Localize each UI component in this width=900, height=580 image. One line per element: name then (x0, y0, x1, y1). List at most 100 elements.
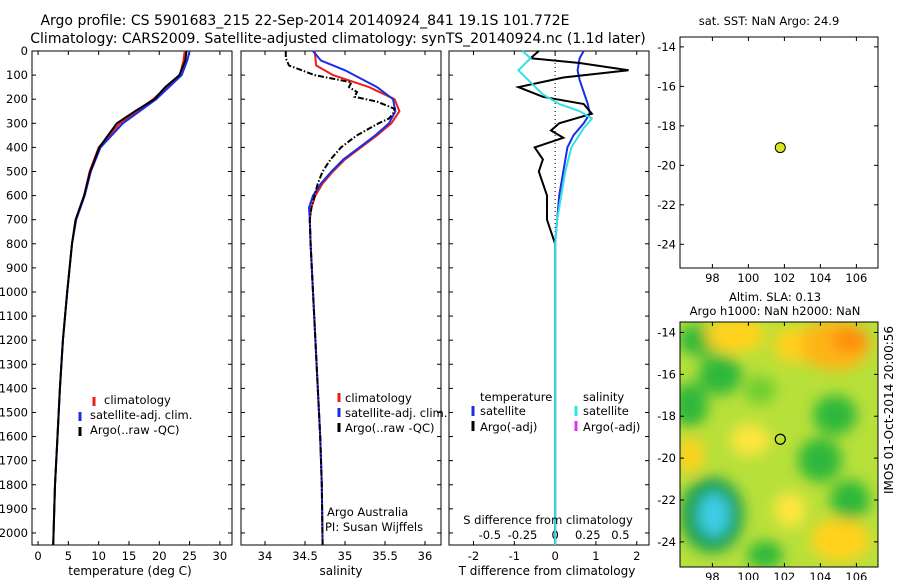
sla-heatmap (680, 322, 878, 567)
map-x-tick-label: 98 (705, 570, 720, 580)
x-tick-label: 2 (633, 549, 640, 563)
map-y-tick-label: -18 (657, 119, 676, 133)
map-x-tick-label: 104 (809, 570, 831, 580)
map-y-tick-label: -24 (657, 237, 676, 251)
sst-map-title: sat. SST: NaN Argo: 24.9 (699, 14, 840, 28)
x-tick-label: -2 (468, 549, 479, 563)
depth-tick-label: 1200 (0, 333, 28, 347)
depth-tick-label: 2000 (0, 526, 28, 540)
map-y-tick-label: -18 (657, 409, 676, 423)
map-y-tick-label: -20 (657, 158, 676, 172)
altimetry-map-frame (679, 321, 879, 568)
depth-tick-label: 0 (21, 44, 28, 58)
x-tick-label: 25 (182, 549, 197, 563)
altimetry-title-line2: Argo h1000: NaN h2000: NaN (690, 304, 861, 318)
map-y-tick-label: -14 (657, 40, 676, 54)
series-line-s-satellite (516, 50, 594, 545)
figure-title-line1: Argo profile: CS 5901683_215 22-Sep-2014… (40, 13, 569, 29)
map-y-tick-label: -20 (657, 451, 676, 465)
x-tick-label: -1 (509, 549, 520, 563)
x-tick-label: 15 (122, 549, 137, 563)
series-line-t-argo-adj- (514, 50, 629, 545)
s-diff-tick-label: -0.5 (479, 528, 501, 542)
map-x-tick-label: 100 (737, 570, 759, 580)
depth-tick-label: 800 (6, 237, 28, 251)
t-difference-x-axis: -2 -1 0 1 2 (468, 51, 640, 563)
x-tick-label: 20 (152, 549, 167, 563)
temperature-panel: 0100200300400500600700800900100011001200… (0, 44, 233, 578)
sst-map-panel: sat. SST: NaN Argo: 24.9 -14 -16 -18 -20 -22… (657, 14, 879, 285)
annotation-argo-australia: Argo Australia (327, 505, 408, 519)
map-x-tick-label: 100 (737, 271, 759, 285)
s-diff-tick-label: 0.5 (611, 528, 629, 542)
map-y-tick-label: -16 (657, 367, 676, 381)
map-y-tick-label: -24 (657, 535, 676, 549)
legend-label-argo: Argo(..raw -QC) (90, 423, 180, 437)
legend-label-s-satellite: satellite (583, 404, 629, 418)
depth-tick-label: 700 (6, 213, 28, 227)
depth-tick-label: 1500 (0, 405, 28, 419)
map-x-tick-label: 102 (773, 271, 795, 285)
altimetry-map-panel: Altim. SLA: 0.13 Argo h1000: NaN h2000: … (657, 290, 879, 580)
depth-tick-label: 900 (6, 261, 28, 275)
figure-title-line2: Climatology: CARS2009. Satellite-adjuste… (30, 31, 645, 47)
temperature-x-axis: 0 5 10 15 20 25 30 (34, 51, 227, 563)
legend-label-climatology: climatology (345, 391, 412, 405)
side-timestamp-label: IMOS 01-Oct-2014 20:00:56 (882, 326, 896, 494)
depth-tick-label: 600 (6, 189, 28, 203)
sla-heatmap-blobs (680, 322, 870, 567)
legend-title-salinity: salinity (583, 390, 624, 404)
depth-tick-label: 400 (6, 140, 28, 154)
x-tick-label: 0 (551, 549, 558, 563)
legend-label-climatology: climatology (104, 393, 171, 407)
salinity-axes-frame (240, 50, 442, 546)
x-tick-label: 1 (592, 549, 599, 563)
map-y-tick-label: -14 (657, 325, 676, 339)
depth-axis: 0 100 200 300 400 500 600 700 800 900 1000 1100 1200… (0, 44, 232, 540)
s-diff-tick-label: -0.25 (508, 528, 538, 542)
map-y-tick-label: -22 (657, 198, 676, 212)
salinity-x-label: salinity (319, 564, 362, 578)
depth-tick-label: 200 (6, 92, 28, 106)
temperature-lines (52, 50, 191, 546)
x-tick-label: 35 (338, 549, 353, 563)
annotation-pi-name: PI: Susan Wijffels (325, 520, 423, 534)
difference-lines (514, 50, 629, 545)
difference-legend: temperature satellite Argo(-adj) salinit… (471, 390, 640, 434)
map-x-tick-label: 98 (705, 271, 720, 285)
depth-tick-label: 1800 (0, 478, 28, 492)
s-difference-label: S difference from climatology (463, 513, 633, 527)
salinity-lines (284, 50, 401, 546)
depth-tick-label: 300 (6, 116, 28, 130)
salinity-x-axis: 34 34.5 35 35.5 36 (258, 51, 432, 563)
x-tick-label: 0 (34, 549, 41, 563)
map-x-tick-label: 102 (773, 570, 795, 580)
map-x-tick-label: 104 (809, 271, 831, 285)
legend-label-satellite: satellite-adj. clim. (90, 408, 192, 422)
x-tick-label: 10 (91, 549, 106, 563)
map-y-tick-label: -16 (657, 79, 676, 93)
depth-tick-label: 1900 (0, 502, 28, 516)
legend-label-s-argo: Argo(-adj) (583, 420, 640, 434)
depth-tick-label: 100 (6, 68, 28, 82)
t-difference-x-label: T difference from climatology (458, 564, 636, 578)
depth-tick-label: 1300 (0, 357, 28, 371)
x-tick-label: 35.5 (372, 549, 398, 563)
series-line-argo-raw-qc- (52, 50, 188, 546)
difference-axes-frame (448, 50, 650, 546)
salinity-legend: climatology satellite-adj. clim. Argo(..… (337, 391, 447, 435)
temperature-axes-frame (31, 50, 233, 546)
depth-tick-label: 1600 (0, 430, 28, 444)
x-tick-label: 30 (213, 549, 228, 563)
legend-title-temperature: temperature (480, 390, 552, 404)
series-line-argo-raw-qc- (284, 51, 396, 546)
legend-label-t-satellite: satellite (480, 404, 526, 418)
depth-tick-label: 500 (6, 164, 28, 178)
argo-location-marker (774, 142, 786, 154)
altimetry-argo-marker (774, 433, 786, 445)
altimetry-title-line1: Altim. SLA: 0.13 (729, 290, 821, 304)
difference-panel: -2 -1 0 1 2 -0.5 -0.25 0 0.25 0.5 temperature sa… (448, 50, 650, 578)
map-x-tick-label: 106 (845, 271, 867, 285)
salinity-panel: 34 34.5 35 35.5 36 climatology satellite-adj… (240, 50, 447, 578)
legend-label-argo: Argo(..raw -QC) (345, 421, 435, 435)
